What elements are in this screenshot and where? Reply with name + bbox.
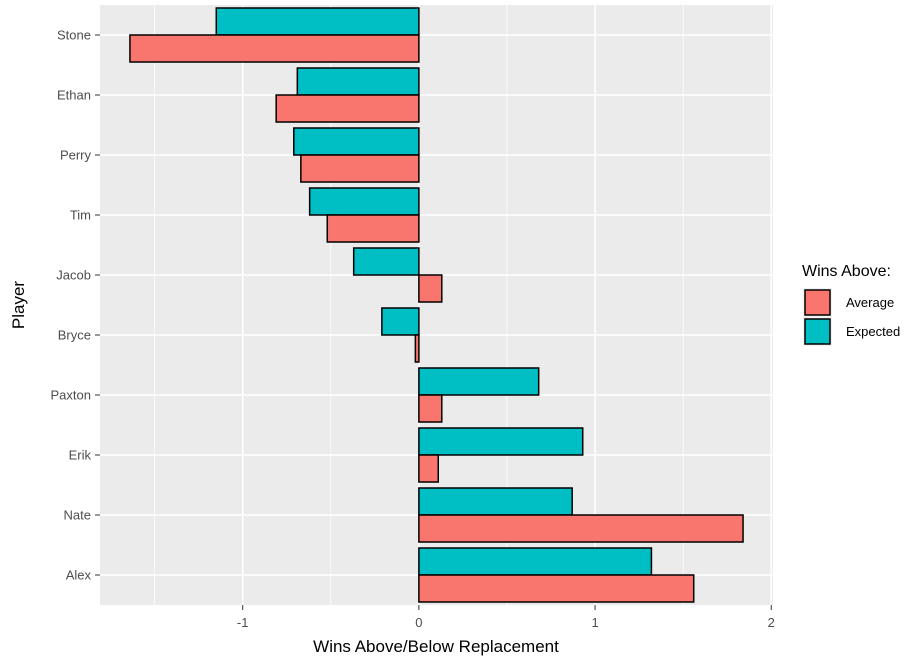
bar-expected-perry (293, 127, 420, 156)
legend-swatch-expected (804, 318, 831, 345)
bar-expected-paxton (418, 367, 540, 396)
bar-average-nate (418, 514, 744, 543)
bar-expected-alex (418, 547, 653, 576)
bar-average-bryce (414, 334, 420, 363)
bar-average-stone (129, 34, 420, 63)
bar-expected-tim (308, 187, 420, 216)
y-axis: Stone Ethan Perry Tim Jacob Bryce Paxton Erik Na… (51, 28, 100, 583)
legend-title: Wins Above: (802, 263, 891, 280)
y-tick-label: Paxton (51, 388, 91, 403)
y-axis-title: Player (9, 281, 28, 330)
bar-expected-stone (215, 7, 420, 36)
x-tick-label: 0 (415, 615, 422, 630)
y-tick-label: Perry (60, 148, 92, 163)
bar-average-tim (326, 214, 420, 243)
y-tick-label: Ethan (57, 88, 91, 103)
bar-average-paxton (418, 394, 443, 423)
bar-expected-erik (418, 427, 584, 456)
legend-swatch-average (804, 289, 831, 316)
legend-label-average: Average (846, 295, 894, 310)
legend-label-expected: Expected (846, 324, 900, 339)
y-tick-label: Erik (69, 448, 92, 463)
y-tick-label: Tim (70, 208, 91, 223)
bar-average-erik (418, 454, 440, 483)
y-tick-label: Nate (64, 508, 91, 523)
x-axis: -1 0 1 2 (237, 605, 775, 630)
bar-average-ethan (275, 94, 420, 123)
bar-average-jacob (418, 274, 443, 303)
x-axis-title: Wins Above/Below Replacement (313, 637, 559, 656)
x-tick-label: 2 (768, 615, 775, 630)
y-tick-label: Alex (66, 568, 92, 583)
bar-expected-nate (418, 487, 573, 516)
x-tick-label: -1 (237, 615, 249, 630)
bar-expected-bryce (381, 307, 420, 336)
y-tick-label: Stone (57, 28, 91, 43)
y-tick-label: Bryce (58, 328, 91, 343)
x-tick-label: 1 (591, 615, 598, 630)
bar-expected-jacob (352, 247, 420, 276)
bar-average-alex (418, 574, 695, 603)
legend: Wins Above: Average Expected (802, 263, 900, 346)
bar-average-perry (300, 154, 420, 183)
bar-expected-ethan (296, 67, 420, 96)
y-tick-label: Jacob (56, 268, 91, 283)
bars (129, 7, 744, 603)
